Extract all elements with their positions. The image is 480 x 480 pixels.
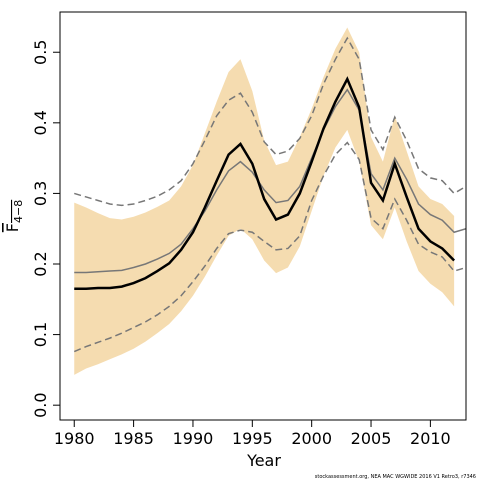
y-tick-label: 0.5	[31, 40, 50, 65]
y-tick-label: 0.3	[31, 181, 50, 206]
x-tick-label: 1985	[113, 429, 154, 448]
x-axis-label: Year	[246, 451, 281, 470]
line	[74, 36, 466, 207]
x-tick-label: 2000	[291, 429, 332, 448]
y-label-subscript: 4−8	[12, 200, 25, 223]
x-tick-label: 2010	[410, 429, 451, 448]
y-tick-label: 0.0	[31, 392, 50, 417]
footnote: stockassessment.org, NEA MAC WGWIDE 2016…	[315, 474, 476, 480]
y-label-letter: F	[3, 223, 22, 232]
x-tick-label: 1980	[54, 429, 95, 448]
y-tick-label: 0.4	[31, 110, 50, 135]
x-tick-label: 1990	[173, 429, 214, 448]
plot-area	[73, 27, 466, 375]
y-axis-label-main: F4−8	[3, 200, 25, 232]
y-tick-label: 0.2	[31, 251, 50, 276]
y-axis-label: F4−8	[3, 200, 25, 232]
line	[74, 88, 466, 274]
x-tick-label: 2005	[351, 429, 392, 448]
line	[73, 141, 466, 353]
y-tick-label: 0.1	[31, 322, 50, 347]
x-tick-label: 1995	[232, 429, 273, 448]
line	[74, 76, 456, 290]
